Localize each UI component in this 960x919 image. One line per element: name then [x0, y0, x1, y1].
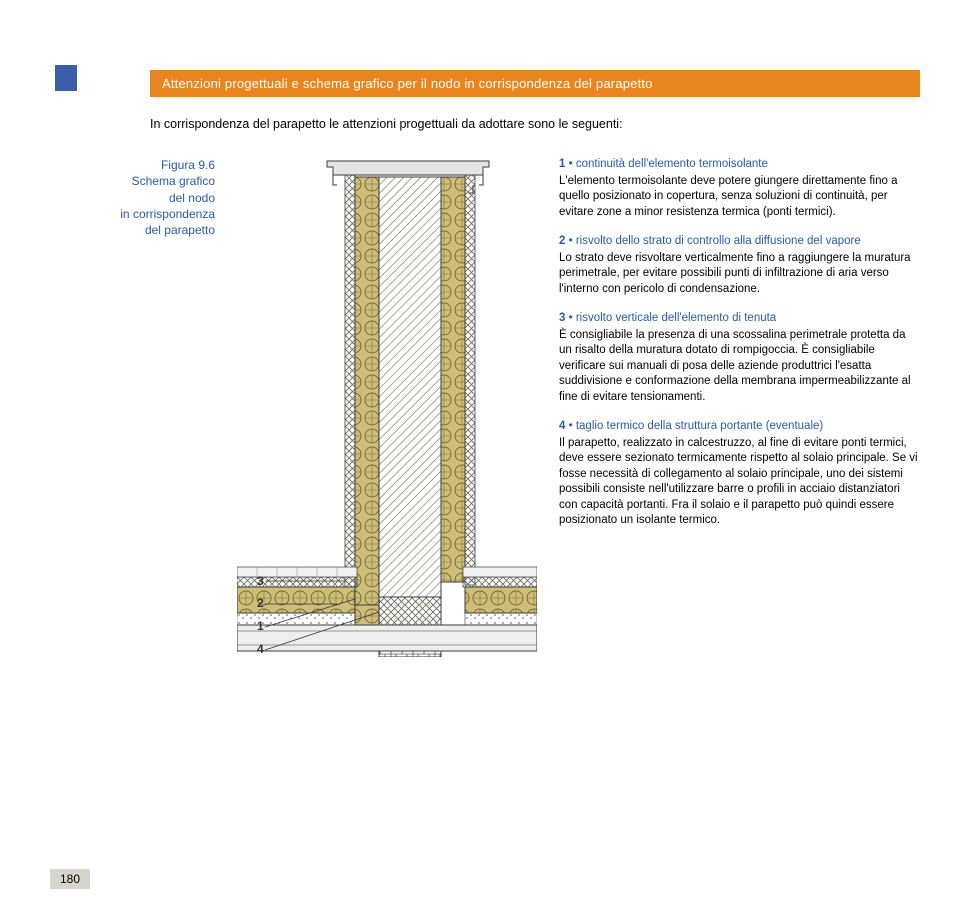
- section-header: Attenzioni progettuali e schema grafico …: [150, 70, 920, 97]
- figref-line: in corrispondenza: [95, 206, 215, 222]
- figref-line: del nodo: [95, 190, 215, 206]
- diagram-label-1: 1: [257, 619, 264, 633]
- items-col: 1 • continuità dell'elemento termoisolan…: [559, 157, 920, 662]
- diagram-label-2: 2: [257, 596, 264, 610]
- parapet-section-diagram: 3 2 1 4: [237, 157, 537, 657]
- section-tab: [55, 65, 77, 91]
- figref-line: del parapetto: [95, 222, 215, 238]
- item-body: È consigliabile la presenza di una scoss…: [559, 328, 920, 406]
- item-title: risvolto verticale dell'elemento di tenu…: [576, 312, 776, 324]
- diagram-label-4: 4: [257, 642, 264, 656]
- list-item: 4 • taglio termico della struttura porta…: [559, 419, 920, 529]
- item-bullet: •: [569, 312, 573, 324]
- intro-text: In corrispondenza del parapetto le atten…: [150, 115, 920, 133]
- item-bullet: •: [569, 420, 573, 432]
- diagram-label-3: 3: [257, 574, 264, 588]
- page-number: 180: [50, 869, 90, 889]
- item-body: Il parapetto, realizzato in calcestruzzo…: [559, 436, 920, 529]
- item-body: Lo strato deve risvoltare verticalmente …: [559, 251, 920, 298]
- figref-line: Schema grafico: [95, 173, 215, 189]
- item-title: continuità dell'elemento termoisolante: [576, 158, 768, 170]
- list-item: 3 • risvolto verticale dell'elemento di …: [559, 311, 920, 405]
- list-item: 2 • risvolto dello strato di controllo a…: [559, 234, 920, 297]
- item-bullet: •: [569, 158, 573, 170]
- item-body: L'elemento termoisolante deve potere giu…: [559, 174, 920, 221]
- item-number: 4: [559, 420, 565, 432]
- item-number: 3: [559, 312, 565, 324]
- item-number: 2: [559, 235, 565, 247]
- list-item: 1 • continuità dell'elemento termoisolan…: [559, 157, 920, 220]
- figref-line: Figura 9.6: [95, 157, 215, 173]
- diagram-col: 3 2 1 4: [237, 157, 537, 662]
- figure-reference-col: Figura 9.6 Schema grafico del nodo in co…: [95, 157, 215, 662]
- item-title: taglio termico della struttura portante …: [576, 420, 823, 432]
- content-row: Figura 9.6 Schema grafico del nodo in co…: [95, 157, 920, 662]
- item-title: risvolto dello strato di controllo alla …: [576, 235, 861, 247]
- item-bullet: •: [569, 235, 573, 247]
- item-number: 1: [559, 158, 565, 170]
